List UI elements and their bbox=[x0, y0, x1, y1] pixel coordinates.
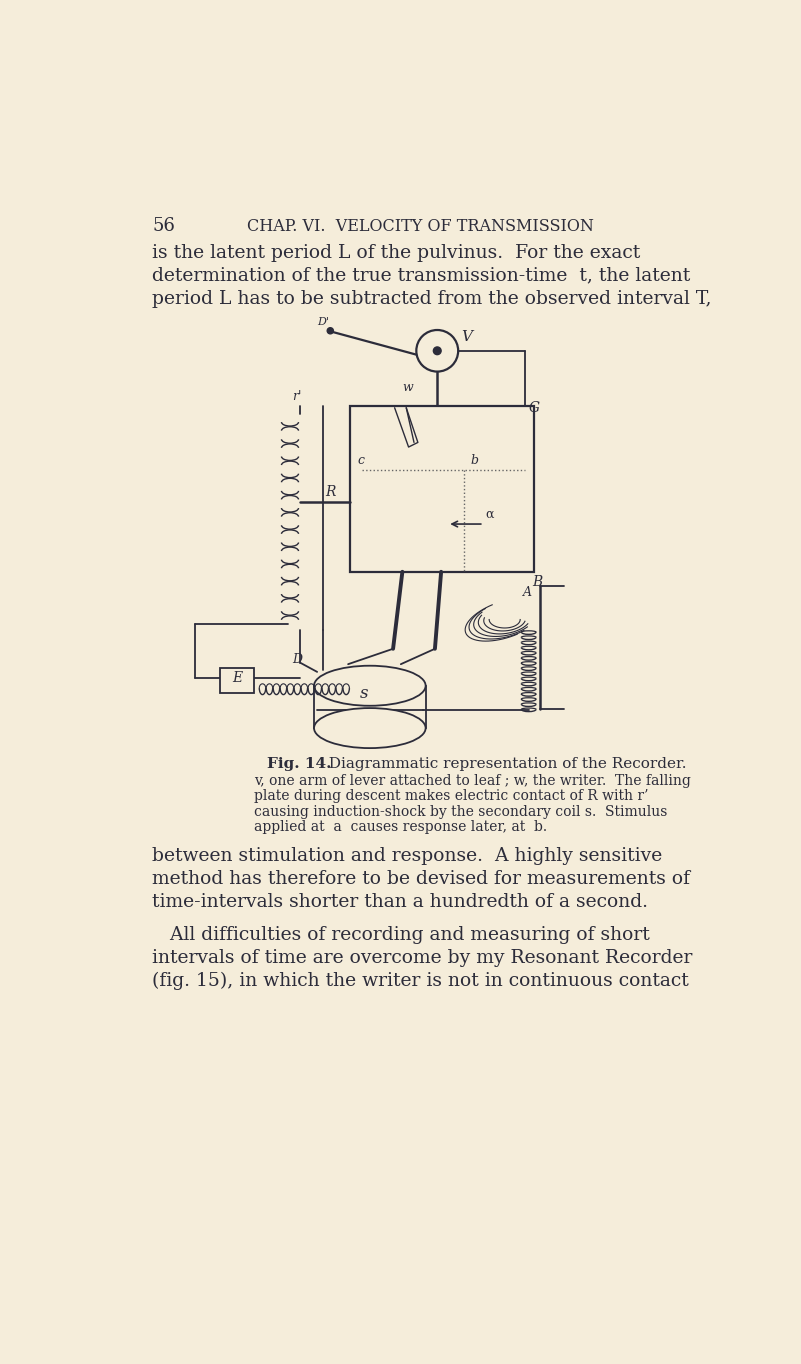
Text: v, one arm of lever attached to leaf ; w, the writer.  The falling: v, one arm of lever attached to leaf ; w… bbox=[254, 775, 690, 788]
Text: α: α bbox=[485, 507, 493, 521]
Text: time-intervals shorter than a hundredth of a second.: time-intervals shorter than a hundredth … bbox=[152, 892, 648, 911]
Text: Fig. 14.: Fig. 14. bbox=[267, 757, 332, 771]
Text: causing induction-shock by the secondary coil s.  Stimulus: causing induction-shock by the secondary… bbox=[254, 805, 667, 818]
Text: R: R bbox=[325, 486, 336, 499]
Text: plate during descent makes electric contact of R with r’: plate during descent makes electric cont… bbox=[254, 790, 648, 803]
Text: b: b bbox=[470, 454, 478, 466]
Text: r': r' bbox=[292, 390, 302, 404]
Text: B: B bbox=[533, 574, 543, 589]
Circle shape bbox=[327, 327, 333, 334]
Bar bbox=[220, 668, 255, 693]
Text: Diagrammatic representation of the Recorder.: Diagrammatic representation of the Recor… bbox=[320, 757, 687, 771]
Text: s: s bbox=[360, 685, 368, 702]
Text: D': D' bbox=[317, 318, 329, 327]
Ellipse shape bbox=[314, 708, 425, 747]
Circle shape bbox=[433, 346, 441, 355]
Text: 56: 56 bbox=[152, 217, 175, 236]
Text: is the latent period L of the pulvinus.  For the exact: is the latent period L of the pulvinus. … bbox=[152, 244, 640, 262]
Circle shape bbox=[417, 330, 458, 371]
Text: method has therefore to be devised for measurements of: method has therefore to be devised for m… bbox=[152, 870, 690, 888]
Text: CHAP. VI.  VELOCITY OF TRANSMISSION: CHAP. VI. VELOCITY OF TRANSMISSION bbox=[248, 218, 594, 236]
Text: applied at  a  causes response later, at  b.: applied at a causes response later, at b… bbox=[254, 820, 547, 835]
Text: E: E bbox=[231, 671, 242, 685]
Text: G: G bbox=[529, 401, 540, 415]
Text: determination of the true transmission-time  t, the latent: determination of the true transmission-t… bbox=[152, 267, 690, 285]
Text: V: V bbox=[461, 330, 473, 344]
Text: period L has to be subtracted from the observed interval T,: period L has to be subtracted from the o… bbox=[152, 289, 711, 308]
Bar bbox=[350, 406, 534, 572]
Text: w: w bbox=[402, 381, 413, 394]
Text: All difficulties of recording and measuring of short: All difficulties of recording and measur… bbox=[152, 926, 650, 944]
Text: (fig. 15), in which the writer is not in continuous contact: (fig. 15), in which the writer is not in… bbox=[152, 971, 689, 990]
Text: D: D bbox=[292, 652, 302, 666]
Ellipse shape bbox=[314, 666, 425, 705]
Bar bbox=[314, 686, 425, 728]
Text: A: A bbox=[523, 587, 533, 599]
Text: c: c bbox=[357, 454, 364, 466]
Text: between stimulation and response.  A highly sensitive: between stimulation and response. A high… bbox=[152, 847, 662, 865]
Text: intervals of time are overcome by my Resonant Recorder: intervals of time are overcome by my Res… bbox=[152, 949, 692, 967]
